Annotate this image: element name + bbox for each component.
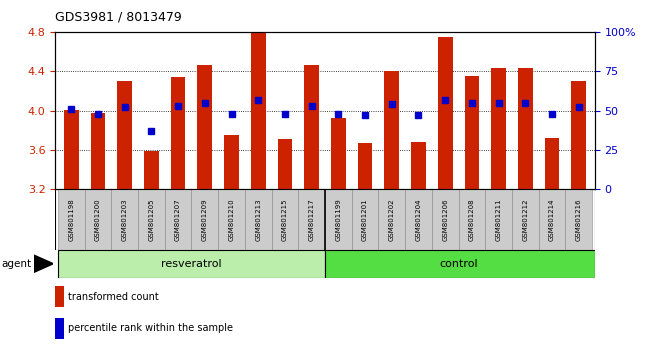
Text: GSM801215: GSM801215 [282,198,288,241]
Bar [438,37,452,189]
Bar [518,68,532,189]
Text: GDS3981 / 8013479: GDS3981 / 8013479 [55,11,182,24]
Bar [325,189,352,250]
Bar [272,189,298,250]
Bar [378,189,405,250]
Bar [512,189,539,250]
Text: GSM801201: GSM801201 [362,198,368,241]
Bar [111,189,138,250]
Bar [90,113,105,189]
Text: GSM801206: GSM801206 [442,198,448,241]
Bar [224,135,239,189]
Text: GSM801210: GSM801210 [229,198,235,241]
Bar [411,142,426,189]
Text: GSM801211: GSM801211 [495,198,502,241]
Text: transformed count: transformed count [68,292,159,302]
Bar [58,189,84,250]
Text: GSM801204: GSM801204 [415,198,421,241]
Bar [144,151,159,189]
Text: GSM801200: GSM801200 [95,198,101,241]
Bar [218,189,245,250]
Text: GSM801217: GSM801217 [309,198,315,241]
Text: GSM801214: GSM801214 [549,198,555,241]
Bar [405,189,432,250]
Bar [566,189,592,250]
Bar [486,189,512,250]
Bar [331,118,346,189]
Text: GSM801203: GSM801203 [122,198,127,241]
Text: percentile rank within the sample: percentile rank within the sample [68,323,233,333]
Bar [571,81,586,189]
Bar [539,189,566,250]
Bar [192,189,218,250]
Bar [84,189,111,250]
Bar [164,189,192,250]
Polygon shape [34,255,53,273]
Bar [278,139,292,189]
Bar [384,71,399,189]
Bar [304,65,319,189]
Text: GSM801213: GSM801213 [255,198,261,241]
Bar [432,189,458,250]
Text: GSM801198: GSM801198 [68,198,74,241]
Bar [138,189,164,250]
Bar [58,250,325,278]
Bar [352,189,378,250]
Bar [545,138,560,189]
Bar [491,68,506,189]
Text: agent: agent [1,259,31,269]
Text: GSM801199: GSM801199 [335,198,341,241]
Text: GSM801209: GSM801209 [202,198,208,241]
Bar [198,65,212,189]
Bar [325,250,595,278]
Bar [171,77,185,189]
Bar [465,76,479,189]
Text: GSM801216: GSM801216 [576,198,582,241]
Bar [55,286,64,307]
Text: GSM801205: GSM801205 [148,198,155,241]
Bar [251,32,266,189]
Text: GSM801208: GSM801208 [469,198,475,241]
Text: GSM801202: GSM801202 [389,198,395,241]
Bar [118,81,132,189]
Text: GSM801207: GSM801207 [175,198,181,241]
Bar [298,189,325,250]
Text: GSM801212: GSM801212 [523,198,528,241]
Bar [245,189,272,250]
Bar [458,189,486,250]
Bar [358,143,372,189]
Bar [55,318,64,339]
Text: control: control [439,259,478,269]
Bar [64,110,79,189]
Text: resveratrol: resveratrol [161,259,222,269]
